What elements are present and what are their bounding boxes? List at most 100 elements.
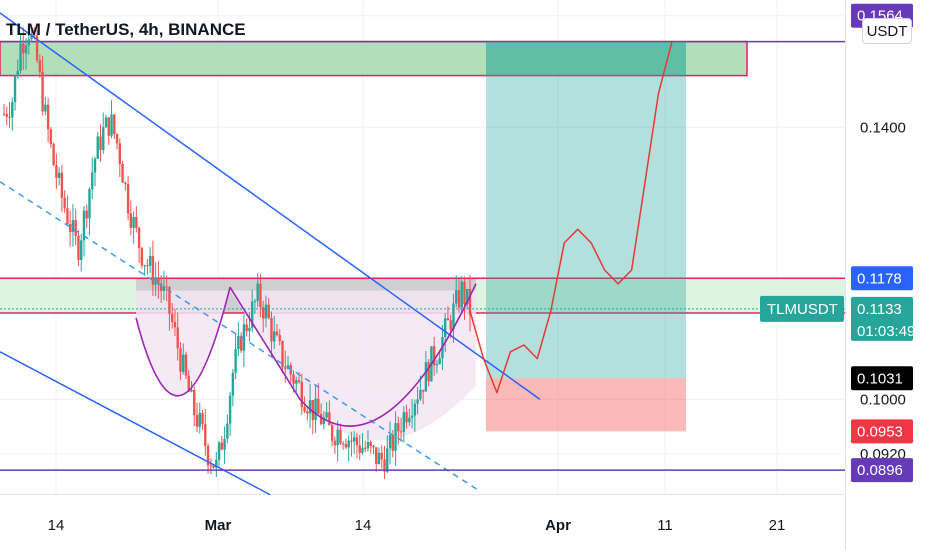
candle-body — [380, 452, 383, 460]
candle-body — [217, 442, 221, 460]
candle-body — [228, 395, 232, 424]
candle-body — [49, 129, 53, 144]
candle-body — [35, 35, 39, 61]
candle-body — [22, 43, 25, 54]
candle-body — [350, 440, 353, 442]
candle-body — [361, 447, 364, 453]
candle-body — [215, 459, 218, 468]
candle-body — [443, 318, 447, 338]
candle-body — [256, 283, 259, 302]
candle-body — [121, 163, 124, 183]
candle-body — [16, 70, 19, 77]
candle-body — [253, 301, 257, 303]
candle-body — [13, 76, 17, 103]
candle-body — [190, 389, 193, 392]
candle-body — [171, 314, 174, 323]
candle-body — [245, 324, 248, 332]
candle-body — [60, 172, 64, 198]
candle-body — [405, 412, 408, 423]
candle-body — [300, 382, 303, 407]
candle-body — [52, 143, 55, 166]
price-tag — [851, 458, 913, 483]
candle-body — [314, 398, 317, 421]
candle-body — [317, 398, 320, 414]
candle-body — [413, 403, 417, 416]
price-tag — [851, 266, 913, 291]
candle-body — [383, 459, 386, 472]
candle-body — [80, 240, 83, 260]
candle-body — [270, 317, 273, 342]
candle-body — [146, 265, 149, 267]
currency-button[interactable]: USDT — [862, 18, 912, 44]
candle-body — [344, 444, 348, 448]
candle-body — [311, 400, 315, 421]
candle-body — [358, 445, 361, 453]
time-axis[interactable]: 14 Mar 14 Apr 11 21 — [48, 517, 786, 534]
candle-body — [261, 307, 265, 319]
candle-body — [38, 60, 42, 72]
candle-body — [11, 102, 14, 118]
candle-body — [295, 380, 298, 384]
candle-body — [308, 400, 312, 414]
candle-body — [386, 448, 389, 472]
candle-body — [135, 216, 138, 228]
candle-body — [85, 210, 88, 219]
candle-body — [44, 104, 47, 112]
symbol-tag — [760, 295, 844, 322]
candle-body — [8, 116, 11, 118]
candle-body — [132, 216, 135, 228]
candle-body — [159, 283, 163, 291]
candle-body — [237, 335, 240, 350]
candle-body — [165, 286, 168, 288]
candle-body — [19, 43, 22, 71]
candle-body — [104, 117, 108, 128]
candle-body — [129, 213, 133, 228]
candle-body — [399, 431, 403, 433]
candle-body — [366, 441, 370, 449]
time-tick-label: 21 — [769, 517, 786, 534]
candle-body — [339, 429, 342, 444]
candle-body — [325, 412, 328, 418]
candle-body — [242, 324, 246, 351]
candle-body — [468, 288, 472, 315]
candle-body — [372, 445, 375, 448]
candle-body — [148, 256, 152, 266]
candle-body — [193, 389, 196, 416]
candle-body — [281, 341, 284, 368]
candle-body — [46, 104, 50, 130]
candle-body — [63, 197, 66, 209]
countdown-label: 01:03:49 — [857, 323, 915, 340]
candle-body — [220, 442, 224, 450]
candle-body — [432, 346, 436, 366]
candle-body — [250, 301, 254, 328]
candle-body — [68, 223, 72, 233]
candle-body — [102, 127, 105, 150]
candle-body — [27, 39, 31, 46]
candle-body — [333, 440, 337, 446]
candle-body — [306, 411, 309, 414]
candle-body — [124, 182, 127, 184]
candle-body — [187, 375, 190, 392]
candle-body — [162, 286, 166, 291]
candle-body — [212, 465, 215, 468]
candle-body — [427, 362, 430, 382]
candle-body — [457, 290, 461, 308]
candle-body — [226, 423, 229, 439]
candle-body — [88, 189, 91, 219]
candle-body — [463, 281, 466, 305]
price-tag-label: 0.1178 — [857, 270, 902, 287]
candle-body — [297, 380, 301, 383]
candle-body — [206, 446, 210, 466]
candle-body — [66, 208, 69, 224]
cup-outline — [135, 283, 477, 427]
candle-body — [93, 158, 97, 173]
candle-body — [364, 447, 367, 449]
candle-body — [267, 304, 270, 318]
candle-body — [110, 114, 113, 136]
candle-body — [168, 287, 171, 315]
overlays-layer — [0, 12, 845, 496]
candle-body — [455, 290, 458, 304]
price-tag-label: 0.1031 — [857, 370, 903, 387]
